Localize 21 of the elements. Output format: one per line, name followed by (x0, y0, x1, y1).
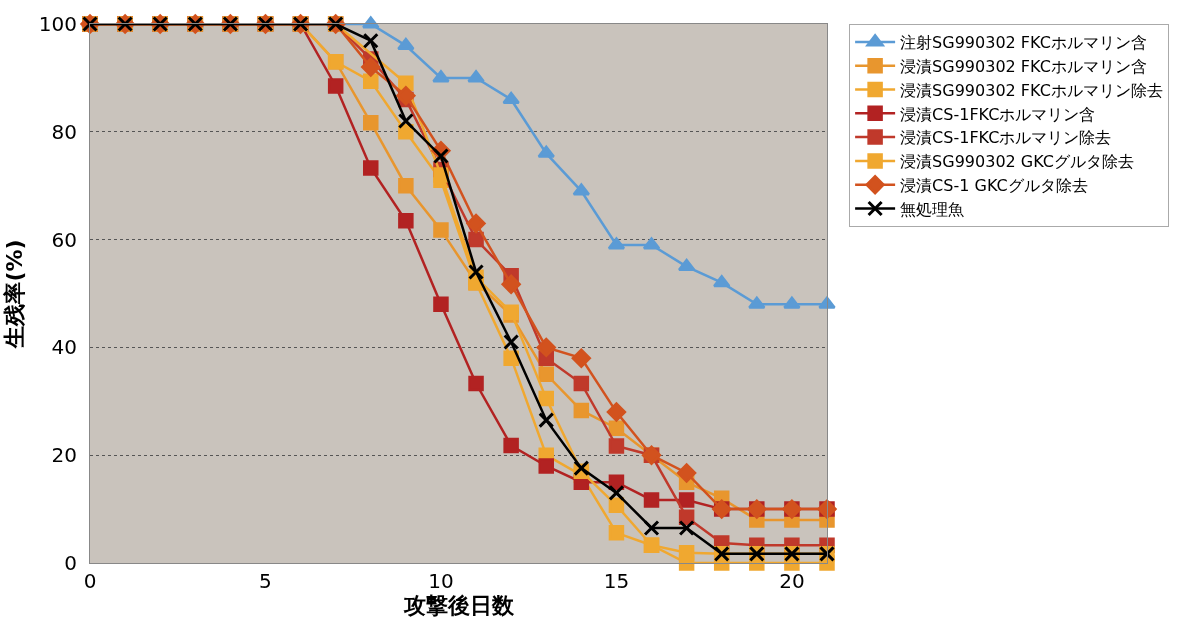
y-tick-label: 0 (64, 551, 77, 575)
y-axis-title: 生残率(%) (1, 239, 27, 349)
legend-label: 浸漬SG990302 GKCグルタ除去 (900, 152, 1135, 172)
legend-label: 注射SG990302 FKCホルマリン含 (900, 33, 1147, 53)
y-tick-label: 40 (51, 335, 77, 360)
legend-label: 浸漬CS-1FKCホルマリン除去 (900, 128, 1112, 148)
legend-label: 浸漬CS-1FKCホルマリン含 (900, 104, 1096, 124)
legend-label: 浸漬SG990302 FKCホルマリン含 (900, 56, 1147, 76)
legend-label: 浸漬SG990302 FKCホルマリン除去 (900, 80, 1163, 100)
y-tick-label: 80 (51, 119, 77, 144)
y-tick-label: 60 (51, 227, 77, 252)
x-tick-label: 5 (259, 569, 272, 593)
x-tick-label: 20 (779, 569, 805, 593)
x-tick-label: 15 (603, 569, 630, 593)
legend-label: 無処理魚 (900, 199, 965, 219)
y-tick-label: 20 (51, 443, 77, 468)
x-axis-title: 攻撃後日数 (402, 593, 515, 618)
legend-label: 浸漬CS-1 GKCグルタ除去 (900, 175, 1088, 195)
x-tick-label: 10 (428, 569, 454, 593)
x-tick-label: 0 (83, 569, 97, 593)
y-tick-label: 100 (38, 12, 77, 36)
